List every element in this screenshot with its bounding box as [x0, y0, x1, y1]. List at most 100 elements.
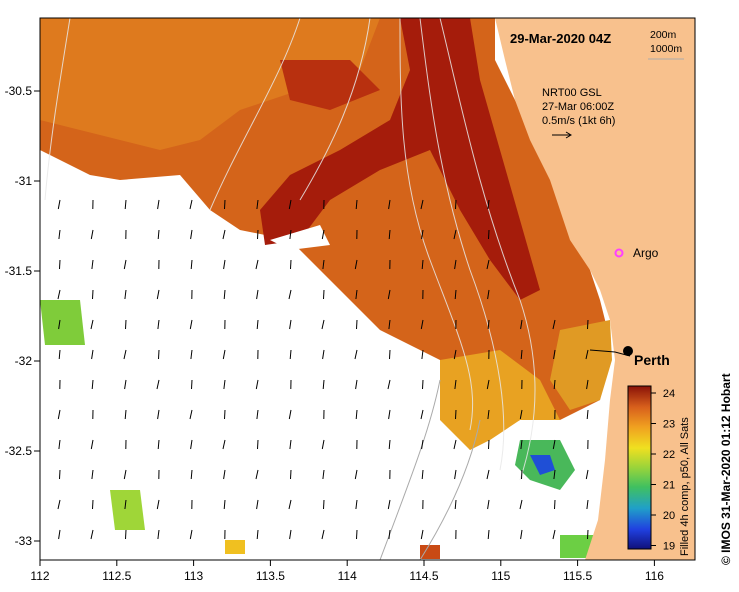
current-arrow: [585, 349, 589, 360]
current-arrow: [91, 379, 94, 390]
current-arrow: [189, 409, 193, 420]
current-arrow: [59, 469, 61, 480]
current-arrow: [553, 379, 556, 390]
current-arrow: [190, 349, 193, 360]
current-arrow: [190, 229, 193, 240]
current-arrow: [356, 529, 358, 540]
current-arrow: [487, 199, 490, 210]
current-arrow: [354, 469, 358, 480]
y-tick-label: -33: [15, 534, 33, 548]
current-arrow: [58, 349, 61, 360]
colorbar-tick-label: 20: [663, 510, 675, 522]
current-arrow: [587, 319, 589, 330]
current-arrow: [321, 229, 325, 240]
current-arrow: [488, 439, 490, 450]
current-arrow: [487, 319, 490, 330]
current-arrow: [92, 499, 94, 510]
current-arrow: [223, 499, 226, 510]
current-arrow: [157, 439, 160, 450]
argo-icon: [614, 248, 624, 258]
current-source: NRT00 GSL: [542, 87, 602, 99]
current-arrow: [487, 529, 490, 540]
current-arrow: [257, 439, 259, 450]
current-arrow: [388, 199, 391, 210]
current-arrow: [454, 499, 457, 510]
current-arrow: [257, 229, 259, 240]
current-time: 27-Mar 06:00Z: [542, 101, 614, 113]
current-arrow: [190, 469, 193, 480]
current-arrow: [454, 289, 457, 300]
current-arrow: [256, 199, 259, 210]
current-arrow: [421, 349, 424, 360]
current-arrow: [189, 199, 193, 210]
current-arrow: [454, 469, 457, 480]
perth-marker[interactable]: Perth: [623, 346, 670, 368]
current-arrow: [322, 469, 325, 480]
current-arrow: [58, 229, 61, 240]
current-arrow: [388, 529, 391, 540]
perth-dot-icon: [623, 346, 633, 356]
current-arrow: [420, 319, 424, 330]
y-axis: -30.5 -31 -31.5 -32 -32.5 -33: [5, 84, 40, 548]
y-tick-label: -30.5: [5, 84, 33, 98]
current-arrow: [189, 319, 193, 330]
current-arrow: [387, 289, 391, 300]
current-arrow: [389, 349, 391, 360]
current-arrow: [321, 529, 325, 540]
current-arrow: [123, 349, 127, 360]
current-arrow: [90, 529, 94, 540]
y-tick-label: -31: [15, 174, 33, 188]
current-arrow: [552, 529, 556, 540]
current-arrow: [124, 379, 127, 390]
x-tick-label: 115: [491, 569, 510, 583]
current-arrow: [387, 379, 391, 390]
current-arrow: [355, 409, 358, 420]
colorbar-gradient: [627, 385, 652, 550]
current-arrow: [91, 259, 94, 270]
current-arrow: [486, 379, 490, 390]
x-tick-label: 115.5: [563, 569, 592, 583]
current-arrow: [421, 229, 424, 240]
current-arrow: [586, 379, 589, 390]
current-arrow: [90, 319, 94, 330]
current-arrow: [519, 409, 523, 420]
current-arrow: [488, 229, 490, 240]
x-tick-label: 112: [30, 569, 49, 583]
current-arrow: [256, 289, 259, 300]
current-arrow: [256, 499, 259, 510]
current-arrow: [91, 469, 94, 480]
current-arrow: [124, 199, 127, 210]
current-arrow: [321, 439, 325, 450]
current-arrow: [355, 199, 358, 210]
current-arrow: [554, 499, 556, 510]
current-arrow: [156, 499, 160, 510]
current-arrow: [223, 289, 226, 300]
current-arrow: [487, 499, 490, 510]
plot-border: [39, 17, 696, 561]
current-arrow: [355, 499, 358, 510]
current-arrow: [454, 379, 457, 390]
map-date-title: 29-Mar-2020 04Z: [510, 31, 611, 46]
credit-text: © IMOS 31-Mar-2020 01:12 Hobart: [719, 373, 733, 565]
current-arrow: [420, 199, 424, 210]
current-arrow: [553, 469, 556, 480]
current-arrow: [388, 319, 391, 330]
y-tick-label: -32: [15, 354, 33, 368]
current-arrow: [455, 409, 457, 420]
current-arrow: [453, 349, 457, 360]
colorbar-tick-label: 24: [663, 388, 675, 400]
current-arrow: [387, 499, 391, 510]
current-arrow: [156, 379, 160, 390]
argo-marker[interactable]: Argo: [614, 246, 659, 260]
current-arrow: [58, 439, 61, 450]
current-arrow: [224, 409, 226, 420]
current-arrow: [585, 469, 589, 480]
current-arrow: [123, 259, 127, 270]
current-arrow: [123, 469, 127, 480]
x-axis: 112 112.5 113 113.5 114 114.5 115 115.5 116: [30, 560, 664, 583]
current-arrow: [420, 409, 424, 420]
contour-legend-200m: 200m: [650, 29, 677, 41]
current-arrow: [124, 499, 127, 510]
deep-contours: [379, 379, 481, 561]
current-arrow: [322, 379, 325, 390]
